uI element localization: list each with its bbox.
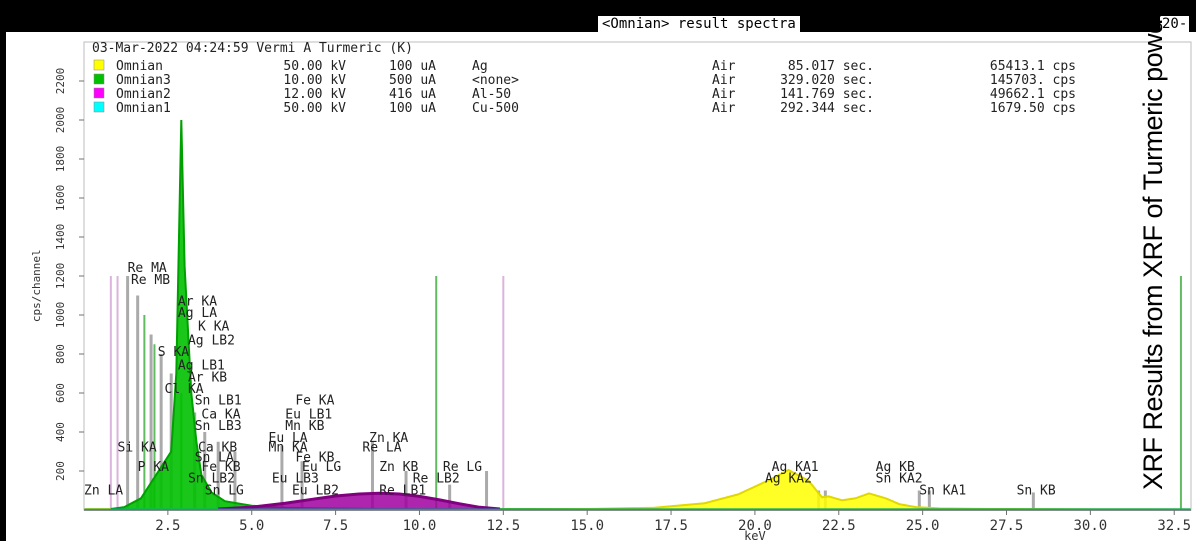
x-tick-label: 17.5 xyxy=(654,518,688,534)
legend-time: 85.017 sec. xyxy=(788,59,874,74)
legend-ua: 100 uA xyxy=(389,101,436,116)
y-tick-label: 400 xyxy=(54,422,67,442)
legend-kv: 12.00 kV xyxy=(283,87,346,102)
x-tick-label: 25.0 xyxy=(906,518,940,534)
peak-label: Sn LB3 xyxy=(195,419,242,434)
figure-caption: XRF Results from XRF of Turmeric powder xyxy=(1138,0,1169,490)
peak-label: P KA xyxy=(138,460,169,475)
legend-time: 329.020 sec. xyxy=(780,73,874,88)
peak-label: Ag LB2 xyxy=(188,333,235,348)
peak-label: Ag KA2 xyxy=(765,472,812,487)
legend-filter: Al-50 xyxy=(472,87,511,102)
y-tick-label: 600 xyxy=(54,383,67,403)
x-tick-label: 27.5 xyxy=(990,518,1024,534)
legend-rate: 1679.50 cps xyxy=(990,101,1076,116)
legend-rate: 145703. cps xyxy=(990,73,1076,88)
y-axis-title: cps/channel xyxy=(30,249,43,322)
peak-label: Sn LG xyxy=(205,483,244,498)
peak-label: Eu LB2 xyxy=(292,483,339,498)
x-tick-label: 5.0 xyxy=(239,518,264,534)
legend-kv: 10.00 kV xyxy=(283,73,346,88)
x-tick-label: 30.0 xyxy=(1074,518,1108,534)
legend-kv: 50.00 kV xyxy=(283,101,346,116)
legend-name: Omnian2 xyxy=(116,87,171,102)
legend-swatch xyxy=(94,88,104,98)
legend-name: Omnian3 xyxy=(116,73,171,88)
y-tick-label: 2200 xyxy=(54,68,67,95)
legend-swatch xyxy=(94,60,104,70)
window-title: <Omnian> result spectra xyxy=(598,16,800,32)
legend-ua: 100 uA xyxy=(389,59,436,74)
legend-medium: Air xyxy=(712,87,736,102)
legend-name: Omnian xyxy=(116,59,163,74)
y-tick-label: 1600 xyxy=(54,185,67,212)
legend-name: Omnian1 xyxy=(116,101,171,116)
legend-rate: 65413.1 cps xyxy=(990,59,1076,74)
legend-medium: Air xyxy=(712,73,736,88)
legend-filter: Ag xyxy=(472,59,488,74)
x-tick-label: 32.5 xyxy=(1157,518,1191,534)
legend-time: 141.769 sec. xyxy=(780,87,874,102)
legend-ua: 416 uA xyxy=(389,87,436,102)
legend-ua: 500 uA xyxy=(389,73,436,88)
x-tick-label: 12.5 xyxy=(486,518,520,534)
peak-label: Re LB1 xyxy=(379,483,426,498)
y-tick-label: 1000 xyxy=(54,302,67,329)
legend-time: 292.344 sec. xyxy=(780,101,874,116)
x-tick-label: 7.5 xyxy=(323,518,348,534)
peak-label: Re MB xyxy=(131,273,170,288)
y-tick-label: 1200 xyxy=(54,263,67,290)
peak-label: Zn LA xyxy=(84,483,123,498)
peak-label: Sn KA2 xyxy=(876,472,923,487)
sample-line: 03-Mar-2022 04:24:59 Vermi A Turmeric (K… xyxy=(92,41,413,56)
y-tick-label: 1400 xyxy=(54,224,67,251)
legend-filter: Cu-500 xyxy=(472,101,519,116)
y-tick-label: 800 xyxy=(54,344,67,364)
y-tick-label: 2000 xyxy=(54,107,67,134)
legend-filter: <none> xyxy=(472,73,519,88)
legend-medium: Air xyxy=(712,59,736,74)
peak-label: Re LA xyxy=(362,441,401,456)
x-tick-label: 15.0 xyxy=(570,518,604,534)
peak-label: Sn KA1 xyxy=(919,483,966,498)
legend-kv: 50.00 kV xyxy=(283,59,346,74)
x-axis-title: keV xyxy=(744,529,766,541)
legend-medium: Air xyxy=(712,101,736,116)
x-tick-label: 2.5 xyxy=(155,518,180,534)
legend-rate: 49662.1 cps xyxy=(990,87,1076,102)
x-tick-label: 10.0 xyxy=(403,518,437,534)
peak-label: Si KA xyxy=(118,441,157,456)
y-tick-label: 200 xyxy=(54,461,67,481)
x-tick-label: 22.5 xyxy=(822,518,856,534)
y-tick-label: 1800 xyxy=(54,146,67,173)
legend-swatch xyxy=(94,74,104,84)
legend-swatch xyxy=(94,102,104,112)
peak-label: Sn KB xyxy=(1017,483,1056,498)
